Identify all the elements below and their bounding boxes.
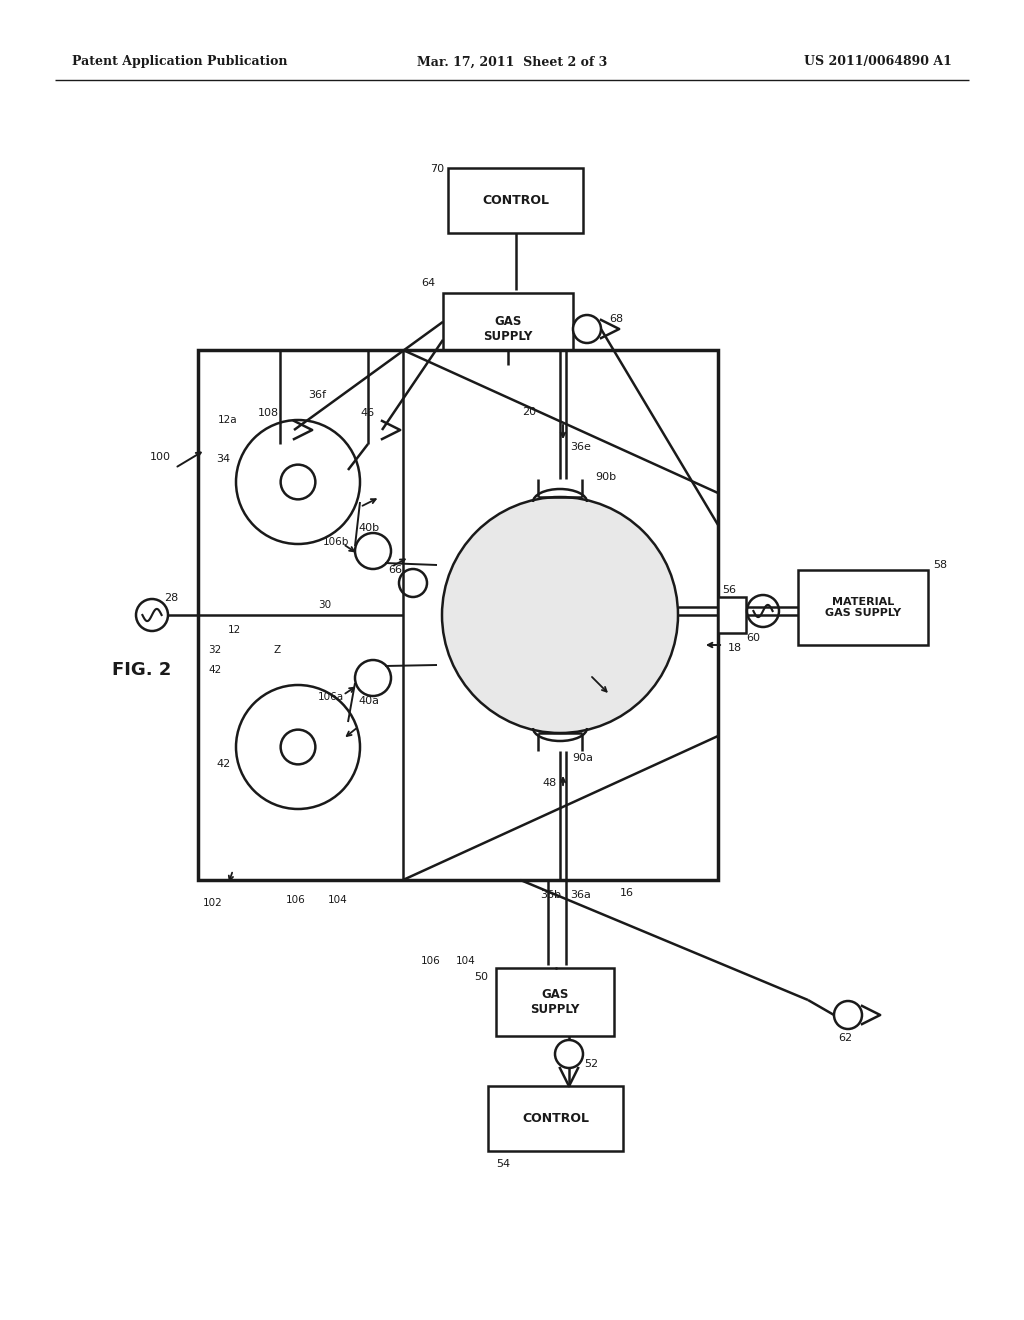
Text: 54: 54	[496, 1159, 510, 1170]
Text: 104: 104	[328, 895, 348, 906]
Text: 36f: 36f	[308, 389, 326, 400]
Text: 36e: 36e	[570, 442, 591, 451]
Circle shape	[573, 315, 601, 343]
Circle shape	[442, 498, 678, 733]
Text: Patent Application Publication: Patent Application Publication	[72, 55, 288, 69]
Bar	[443, 293, 573, 366]
Text: CONTROL: CONTROL	[522, 1111, 589, 1125]
Circle shape	[236, 420, 360, 544]
Text: 100: 100	[150, 451, 171, 462]
Circle shape	[355, 533, 391, 569]
Bar	[718, 597, 746, 634]
Text: US 2011/0064890 A1: US 2011/0064890 A1	[804, 55, 952, 69]
Circle shape	[355, 660, 391, 696]
Text: 28: 28	[164, 593, 178, 603]
Text: Z: Z	[273, 645, 281, 655]
Text: 62: 62	[838, 1034, 852, 1043]
Text: 12a: 12a	[218, 414, 238, 425]
Text: FIG. 2: FIG. 2	[112, 661, 171, 678]
Text: 56: 56	[722, 585, 736, 595]
Text: 58: 58	[933, 560, 947, 570]
Bar	[496, 968, 614, 1036]
Text: GAS
SUPPLY: GAS SUPPLY	[483, 315, 532, 343]
Text: 90b: 90b	[595, 473, 616, 482]
Text: 104: 104	[456, 956, 476, 966]
Bar	[798, 570, 928, 645]
Text: 20: 20	[522, 407, 537, 417]
Text: 36b: 36b	[540, 890, 561, 900]
Circle shape	[236, 685, 360, 809]
Circle shape	[281, 730, 315, 764]
Text: 36a: 36a	[570, 890, 591, 900]
Circle shape	[136, 599, 168, 631]
Text: 50: 50	[474, 972, 488, 982]
Text: 106: 106	[421, 956, 440, 966]
Bar	[198, 350, 718, 880]
Text: 30: 30	[318, 601, 331, 610]
Circle shape	[266, 416, 294, 444]
Text: 70: 70	[430, 164, 444, 174]
Text: 68: 68	[609, 314, 624, 323]
Text: 102: 102	[203, 898, 223, 908]
Text: 106: 106	[286, 895, 306, 906]
Text: 46: 46	[360, 408, 374, 418]
Circle shape	[746, 595, 779, 627]
Text: 42: 42	[216, 759, 230, 770]
Circle shape	[281, 465, 315, 499]
Text: 34: 34	[216, 454, 230, 465]
Text: 12: 12	[228, 624, 242, 635]
Text: 90a: 90a	[572, 752, 593, 763]
Text: 40a: 40a	[358, 696, 379, 706]
Text: GAS
SUPPLY: GAS SUPPLY	[530, 987, 580, 1016]
Text: 40b: 40b	[358, 523, 379, 533]
Bar	[449, 168, 583, 234]
Text: 48: 48	[542, 777, 556, 788]
Text: 60: 60	[746, 634, 760, 643]
Text: 18: 18	[728, 643, 742, 653]
Text: 16: 16	[620, 888, 634, 898]
Circle shape	[354, 416, 382, 444]
Circle shape	[399, 569, 427, 597]
Text: 42: 42	[208, 665, 221, 675]
Bar	[488, 1086, 623, 1151]
Text: 64: 64	[421, 279, 435, 288]
Text: MATERIAL
GAS SUPPLY: MATERIAL GAS SUPPLY	[825, 597, 901, 618]
Circle shape	[555, 1040, 583, 1068]
Text: 32: 32	[208, 645, 221, 655]
Text: Mar. 17, 2011  Sheet 2 of 3: Mar. 17, 2011 Sheet 2 of 3	[417, 55, 607, 69]
Text: 52: 52	[584, 1059, 598, 1069]
Text: 66: 66	[388, 565, 402, 576]
Text: 106a: 106a	[318, 692, 344, 702]
Circle shape	[834, 1001, 862, 1030]
Text: 106b: 106b	[323, 537, 349, 546]
Text: CONTROL: CONTROL	[482, 194, 549, 207]
Text: 108: 108	[258, 408, 280, 418]
